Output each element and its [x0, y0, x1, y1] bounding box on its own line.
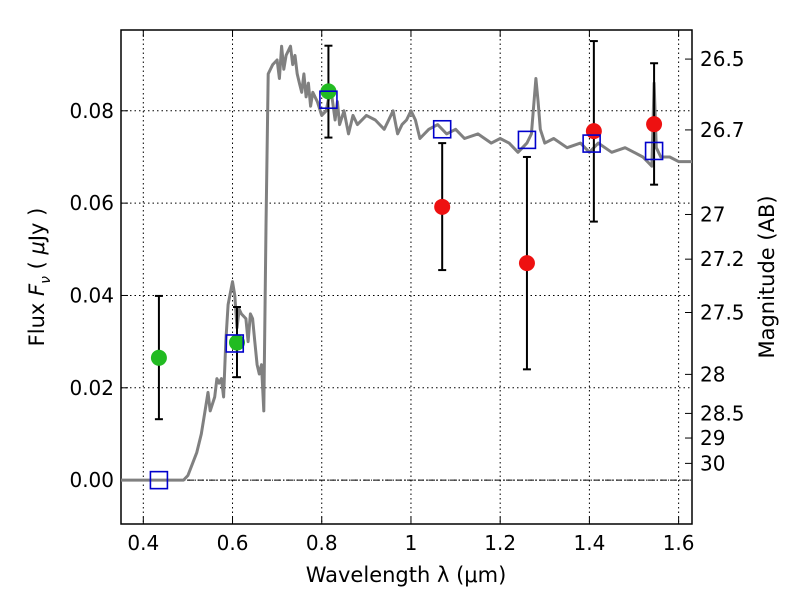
green-data-point [150, 349, 167, 366]
model-square-point [225, 334, 245, 353]
model-square-point [319, 90, 338, 110]
x-tick-label: 1 [405, 531, 418, 555]
model-square-point [644, 141, 664, 161]
y-tick-label: 0.04 [69, 283, 114, 307]
y2-tick-label: 26.7 [700, 118, 745, 142]
y2-tick-label: 29 [700, 426, 725, 450]
model-square-point [149, 470, 169, 490]
y-axis-title: Flux Fν ( μJy ) [25, 208, 54, 347]
plot-area [121, 40, 692, 490]
x-tick-label: 0.4 [127, 531, 159, 555]
y2-tick-label: 27.5 [700, 301, 745, 325]
x-tick-label: 1.4 [573, 531, 605, 555]
red-data-point [646, 116, 663, 133]
model-square-point [432, 119, 452, 139]
tick-labels: 0.4 0.6 0.8 1 1.2 1.4 1.6 0.00 0.02 0.04 0.06 0.08 2… [69, 47, 744, 555]
model-square-point [582, 134, 601, 153]
x-tick-label: 1.6 [663, 531, 695, 555]
x-tick-label: 0.6 [217, 531, 249, 555]
y2-axis-title: Magnitude (AB) [755, 195, 779, 358]
y-tick-label: 0.02 [69, 376, 114, 400]
y2-tick-label: 30 [700, 451, 725, 475]
red-data-point [434, 198, 451, 215]
green-data-point [228, 334, 245, 351]
x-axis-title: Wavelength λ (μm) [306, 563, 507, 587]
y2-tick-label: 26.5 [700, 47, 745, 71]
model-spectrum-line [121, 44, 692, 482]
y2-tick-label: 27.2 [700, 247, 745, 271]
y-tick-label: 0.06 [69, 191, 114, 215]
x-tick-label: 1.2 [484, 531, 516, 555]
model-square-point [517, 130, 537, 150]
ticks [121, 30, 692, 524]
y-tick-label: 0.08 [69, 99, 114, 123]
y2-tick-label: 28.5 [700, 401, 745, 425]
plot-frame [120, 29, 693, 525]
y-tick-label: 0.00 [69, 468, 114, 492]
markers [149, 83, 664, 490]
y2-tick-label: 28 [700, 362, 725, 386]
red-data-point [518, 255, 535, 272]
x-tick-label: 0.8 [306, 531, 338, 555]
y2-tick-label: 27 [700, 202, 725, 226]
